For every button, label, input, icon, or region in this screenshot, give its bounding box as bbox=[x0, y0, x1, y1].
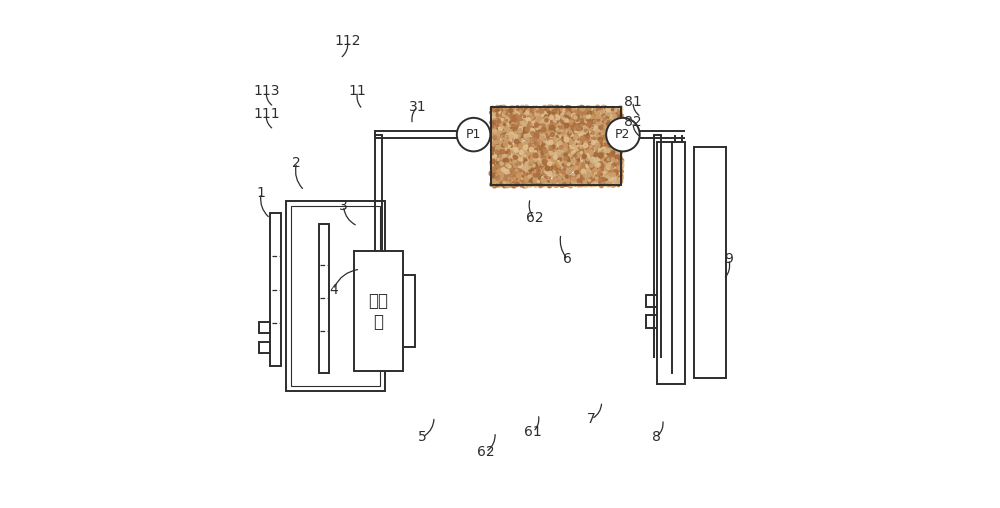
Text: P2: P2 bbox=[615, 128, 631, 141]
Circle shape bbox=[606, 118, 640, 151]
Text: 112: 112 bbox=[334, 34, 361, 48]
Text: 81: 81 bbox=[624, 94, 642, 109]
Bar bbox=[270, 213, 281, 366]
Bar bbox=[286, 201, 385, 391]
Bar bbox=[491, 107, 621, 185]
Text: 2: 2 bbox=[292, 155, 301, 170]
Text: 62: 62 bbox=[477, 445, 495, 459]
Bar bbox=[694, 147, 726, 378]
Text: 62: 62 bbox=[526, 211, 543, 226]
Text: 6: 6 bbox=[563, 252, 572, 266]
Text: P1: P1 bbox=[466, 128, 481, 141]
Text: 111: 111 bbox=[253, 107, 280, 121]
Text: 31: 31 bbox=[409, 100, 427, 114]
Bar bbox=[403, 275, 415, 347]
Bar bbox=[354, 251, 403, 371]
Bar bbox=[259, 342, 270, 353]
Text: 113: 113 bbox=[253, 84, 280, 99]
Bar bbox=[646, 315, 657, 328]
Text: 5: 5 bbox=[418, 430, 427, 444]
Text: 8: 8 bbox=[652, 430, 661, 444]
Text: 9: 9 bbox=[724, 252, 733, 266]
Bar bbox=[259, 322, 270, 333]
Bar bbox=[657, 142, 685, 384]
Text: 4: 4 bbox=[329, 282, 338, 297]
Bar bbox=[646, 295, 657, 307]
Text: 1: 1 bbox=[257, 186, 266, 200]
Text: 11: 11 bbox=[349, 84, 367, 99]
Text: 3: 3 bbox=[339, 199, 348, 213]
Text: 82: 82 bbox=[624, 115, 642, 129]
Text: 61: 61 bbox=[524, 425, 542, 439]
Text: 计量
泵: 计量 泵 bbox=[369, 292, 389, 331]
Circle shape bbox=[457, 118, 490, 151]
Bar bbox=[291, 206, 380, 386]
Bar bbox=[319, 224, 329, 373]
Text: 7: 7 bbox=[587, 412, 596, 426]
